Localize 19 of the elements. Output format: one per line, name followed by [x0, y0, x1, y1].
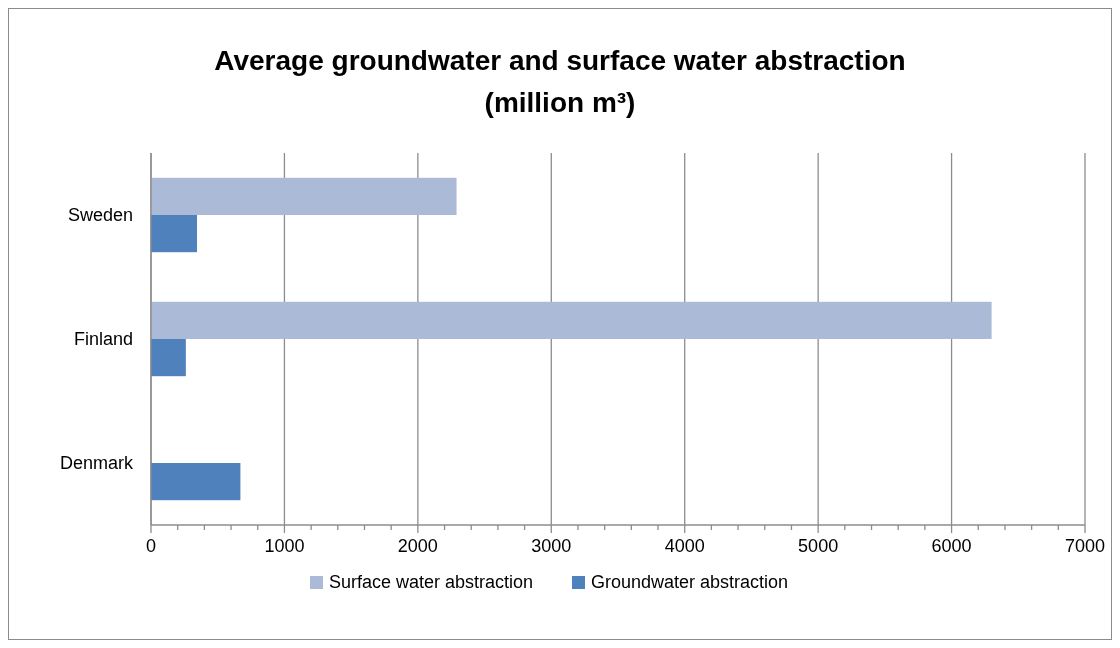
x-tick-label: 7000 — [1064, 536, 1106, 556]
y-tick-label: Denmark — [59, 453, 134, 474]
bar — [151, 301, 992, 339]
y-tick-label: Finland — [73, 329, 133, 350]
x-tick-label: 2000 — [397, 536, 438, 556]
x-tick-label: 0 — [145, 536, 157, 556]
bar — [151, 339, 186, 377]
x-tick-label: 4000 — [664, 536, 705, 556]
x-tick-label: 1000 — [264, 536, 305, 556]
bar — [151, 177, 457, 215]
x-tick-label: 6000 — [931, 536, 972, 556]
bar — [151, 215, 198, 253]
legend-label: Surface water abstraction — [329, 572, 534, 593]
x-tick-label: 5000 — [798, 536, 839, 556]
legend-label: Groundwater abstraction — [591, 572, 789, 593]
bar — [151, 463, 241, 501]
y-tick-label: Sweden — [67, 205, 133, 226]
x-tick-label: 3000 — [531, 536, 572, 556]
chart-title: Average groundwater and surface water abstraction (million m³) — [214, 45, 906, 118]
